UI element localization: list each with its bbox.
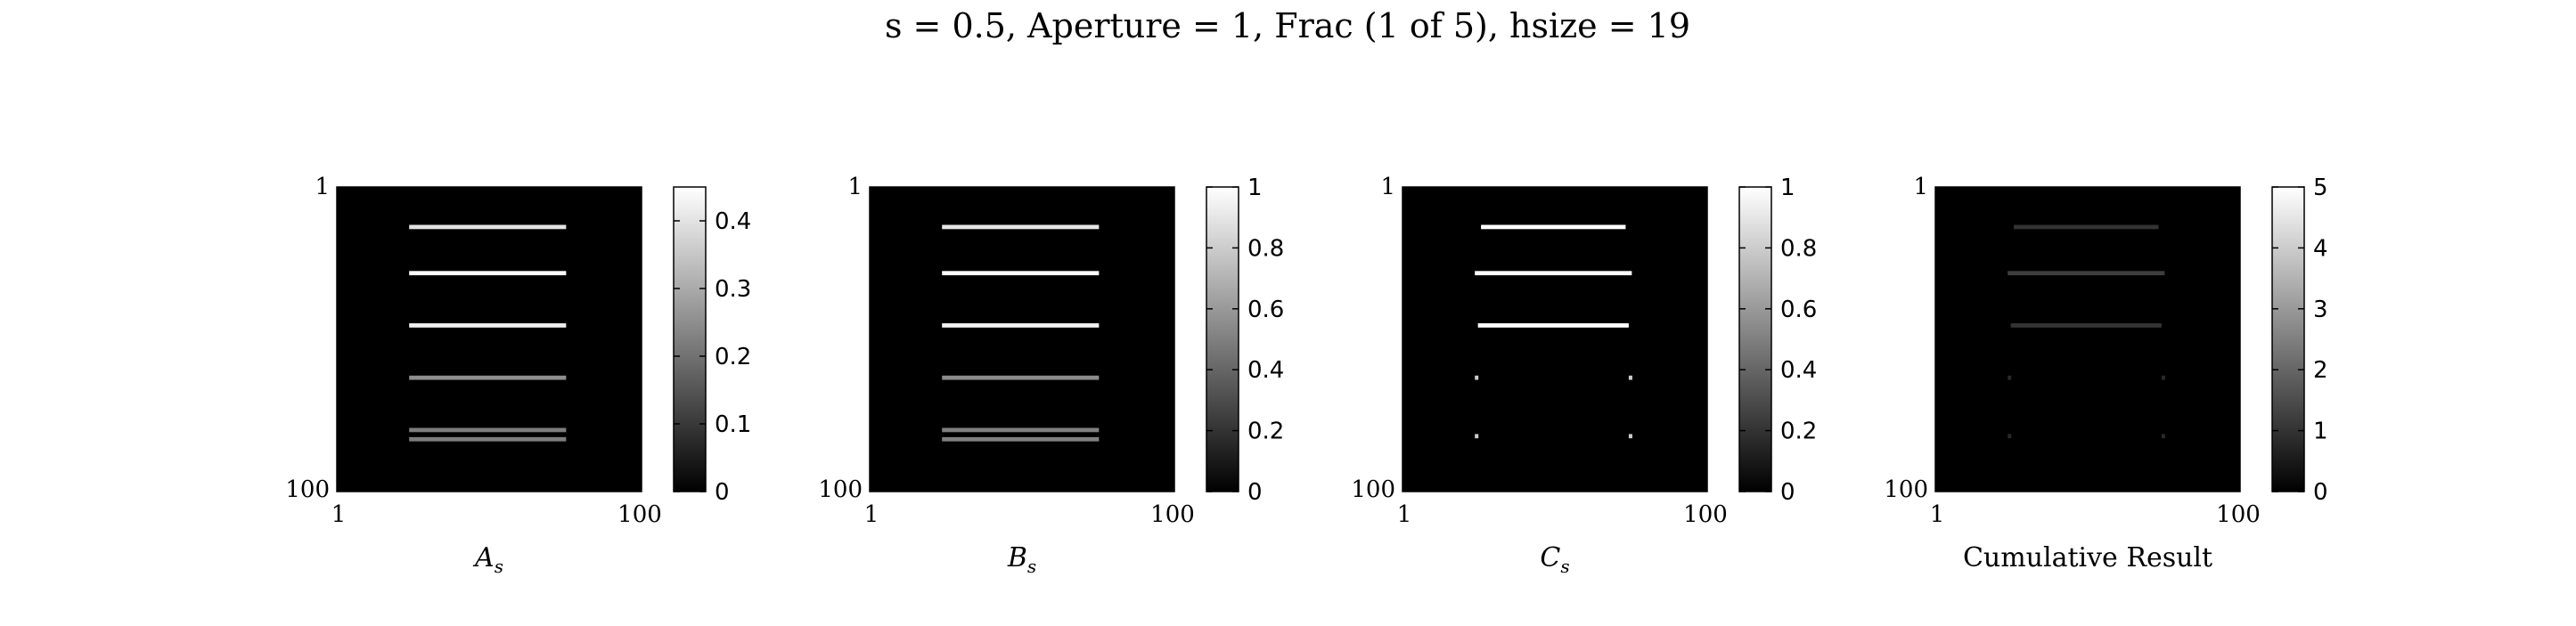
colorbar-tick-label: 0.3 (715, 276, 751, 303)
x-axis-label: Cumulative Result (1963, 542, 2212, 573)
colorbar (2271, 186, 2305, 492)
x-axis-label-subscript: s (495, 556, 503, 577)
x-tick-label: 100 (1683, 501, 1728, 528)
heatmap-stripe (942, 375, 1100, 380)
colorbar-tick-label: 0 (1247, 479, 1263, 506)
x-tick-label: 1 (1930, 501, 1945, 528)
y-tick-label: 100 (1884, 476, 1928, 503)
x-tick-label: 1 (331, 501, 347, 528)
heatmap-stripe (409, 375, 567, 380)
x-tick-label: 100 (617, 501, 662, 528)
heatmap-stripe (942, 323, 1100, 328)
axes-frame (1934, 186, 2241, 492)
heatmap-background (1935, 187, 2240, 492)
x-axis-label-main: A (472, 542, 495, 573)
heatmap-stripe (1628, 375, 1632, 380)
heatmap-stripe (1628, 434, 1632, 439)
heatmap-stripe (2008, 271, 2165, 276)
heatmap-stripe (2008, 434, 2012, 439)
heatmap-stripe (1475, 434, 1479, 439)
y-tick-label: 1 (847, 174, 863, 200)
heatmap-background (1402, 187, 1707, 492)
colorbar-tick-label: 3 (2313, 297, 2328, 323)
axes-frame (1402, 186, 1708, 492)
heatmap-stripe (1475, 271, 1632, 276)
colorbar-tick-label: 0.6 (1247, 297, 1284, 323)
colorbar-tick-label: 0.2 (715, 344, 751, 370)
x-axis-label: As (472, 542, 503, 577)
x-axis-label-subscript: s (1027, 556, 1036, 577)
colorbar-tick-label: 0.4 (715, 208, 751, 235)
heatmap-stripe (2014, 224, 2159, 230)
colorbar-tick-label: 0.2 (1780, 419, 1817, 445)
colorbar-tick-label: 1 (1247, 175, 1263, 201)
x-axis-label: Bs (1007, 542, 1036, 577)
x-axis-label-main: B (1007, 542, 1027, 573)
colorbar-tick-label: 2 (2313, 357, 2328, 384)
heatmap-stripe (2008, 375, 2012, 380)
heatmap-stripe (942, 224, 1100, 230)
colorbar-tick-label: 1 (2313, 419, 2328, 445)
heatmap-stripe (2161, 375, 2165, 380)
axes-frame (869, 186, 1175, 492)
colorbar-tick-label: 0.8 (1247, 235, 1284, 262)
x-tick-label: 100 (1150, 501, 1195, 528)
heatmap-stripe (2010, 323, 2162, 328)
x-axis-label-main: Cumulative Result (1963, 542, 2212, 573)
colorbar-tick-label: 5 (2313, 175, 2328, 201)
heatmap-stripe (409, 323, 567, 328)
y-tick-label: 100 (285, 476, 330, 503)
heatmap-stripe (942, 436, 1100, 442)
x-tick-label: 1 (864, 501, 879, 528)
colorbar-tick-label: 0.2 (1247, 419, 1284, 445)
heatmap-stripe (2161, 434, 2165, 439)
x-tick-label: 1 (1397, 501, 1412, 528)
heatmap-stripe (409, 224, 567, 230)
heatmap-background (870, 187, 1174, 492)
heatmap-stripe (942, 271, 1100, 276)
heatmap-stripe (942, 427, 1100, 433)
colorbar (673, 186, 707, 492)
x-tick-label: 100 (2216, 501, 2261, 528)
y-tick-label: 1 (1913, 174, 1928, 200)
colorbar-tick-label: 0.4 (1780, 357, 1817, 384)
colorbar (1738, 186, 1772, 492)
y-tick-label: 1 (1380, 174, 1395, 200)
heatmap-stripe (1481, 224, 1626, 230)
heatmap-background (337, 187, 642, 492)
colorbar (1206, 186, 1239, 492)
heatmap-stripe (409, 427, 567, 433)
axes-frame (336, 186, 642, 492)
colorbar-tick-label: 0.8 (1780, 235, 1817, 262)
colorbar-tick-label: 0 (1780, 479, 1795, 506)
colorbar-tick-label: 1 (1780, 175, 1795, 201)
x-axis-label-subscript: s (1560, 556, 1569, 577)
y-tick-label: 100 (1351, 476, 1395, 503)
x-axis-label-main: C (1540, 542, 1560, 573)
colorbar-tick-label: 0 (715, 479, 730, 506)
heatmap-stripe (1475, 375, 1479, 380)
colorbar-tick-label: 4 (2313, 235, 2328, 262)
y-tick-label: 1 (315, 174, 330, 200)
colorbar-tick-label: 0.1 (715, 411, 751, 438)
y-tick-label: 100 (818, 476, 863, 503)
heatmap-stripe (409, 436, 567, 442)
colorbar-tick-label: 0.6 (1780, 297, 1817, 323)
colorbar-tick-label: 0 (2313, 479, 2328, 506)
colorbar-tick-label: 0.4 (1247, 357, 1284, 384)
heatmap-stripe (409, 271, 567, 276)
figure-title: s = 0.5, Aperture = 1, Frac (1 of 5), hs… (885, 6, 1690, 45)
heatmap-stripe (1477, 323, 1629, 328)
x-axis-label: Cs (1540, 542, 1569, 577)
